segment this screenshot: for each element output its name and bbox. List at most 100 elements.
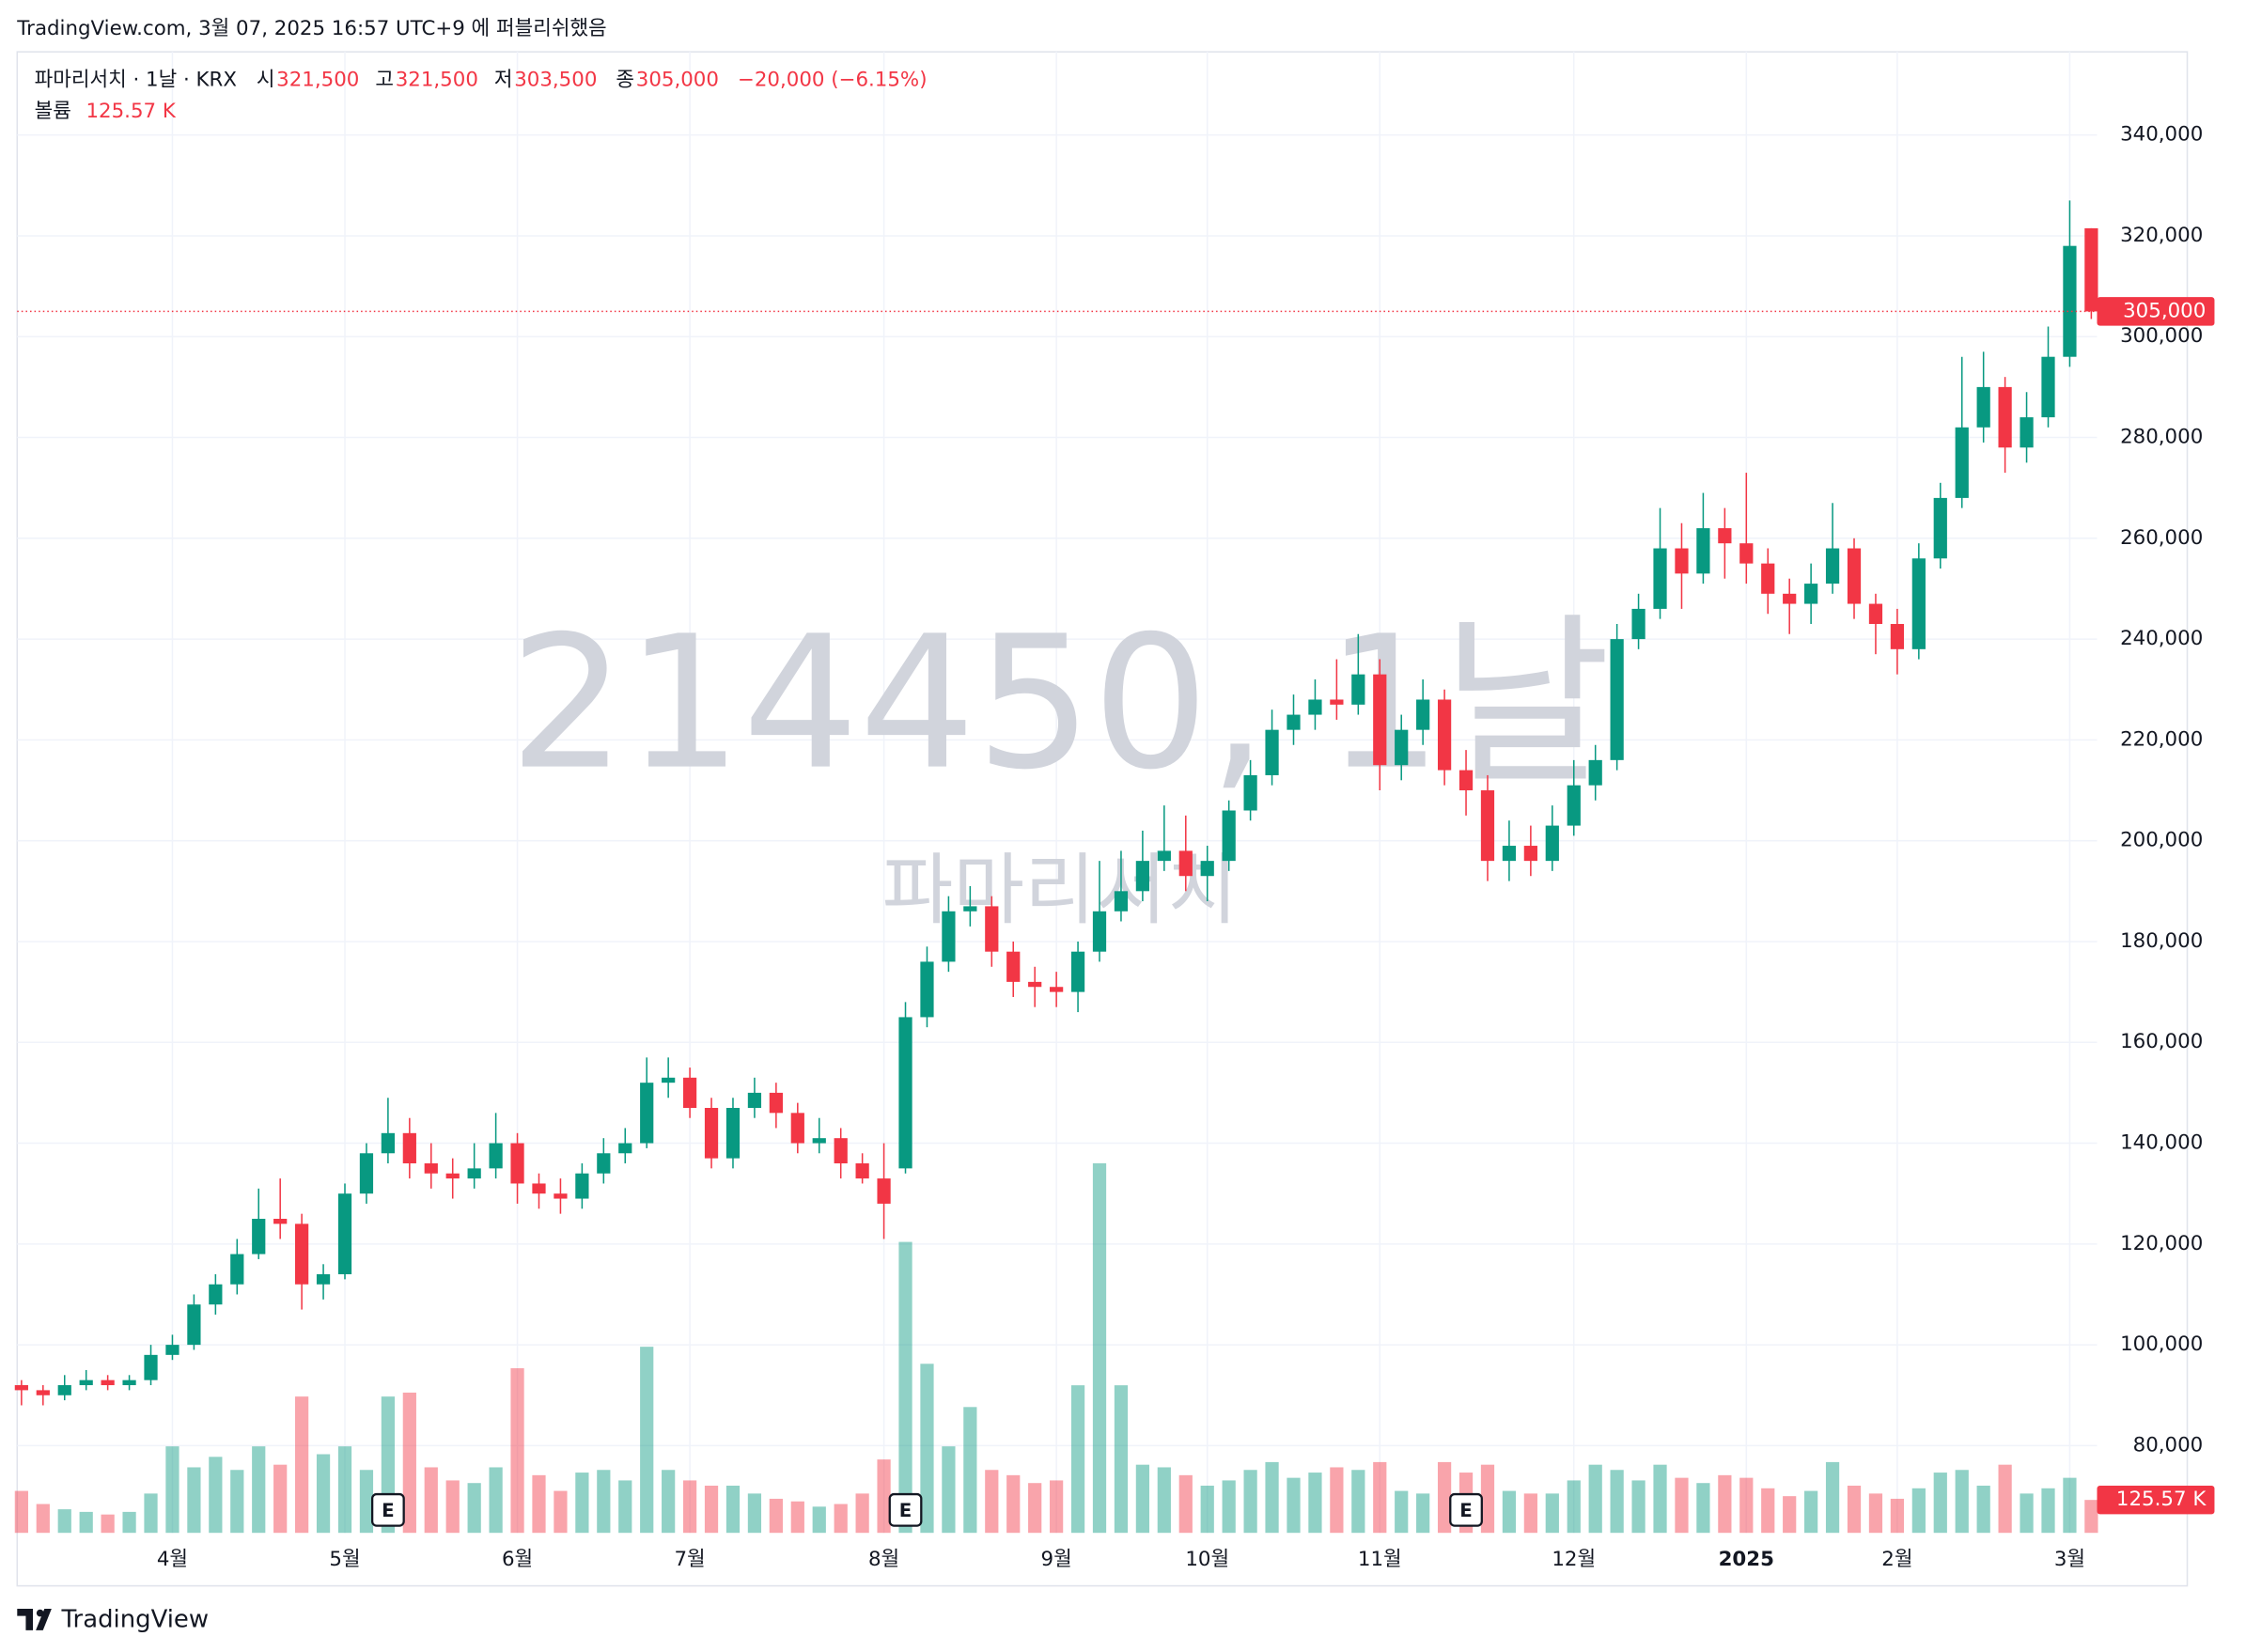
candle-body [640,1083,654,1144]
y-tick-label: 220,000 [2120,727,2203,751]
candle-layer [14,200,2098,1406]
volume-bar [790,1501,804,1534]
volume-bar [1114,1385,1129,1534]
candle-body [554,1193,568,1199]
candle-body [2041,356,2055,418]
candle-body [1998,386,2012,448]
volume-bar [1890,1498,1905,1534]
axis-layer: 80,000 100,000 120,000 140,000 160,000 180,00… [17,123,2215,1571]
candle-body [1675,548,1689,574]
candle-body [1545,825,1559,862]
candle-body [1330,699,1344,705]
volume-badge [2097,1485,2215,1515]
candle-body [1114,891,1129,912]
candle-body [963,906,977,912]
volume-bar [985,1470,999,1534]
x-tick-label: 4월 [157,1548,188,1571]
volume-bar [747,1493,762,1534]
volume-bar [963,1407,977,1534]
candle-body [402,1132,416,1163]
volume-bar [2063,1477,2077,1534]
volume-bar [1480,1464,1495,1534]
candle-body [834,1138,848,1163]
candle-body [1523,846,1537,862]
volume-bar [1976,1485,1990,1534]
candle-body [855,1162,869,1179]
candle-body [1825,548,1840,584]
ohlc-label: 저 [494,69,513,92]
candle-body [1868,603,1883,625]
candle-body [898,1017,912,1169]
volume-bar [1868,1493,1883,1534]
candle-body [1480,790,1495,862]
chart-frame [16,51,2189,1587]
candle-body [769,1092,783,1114]
volume-bar [1696,1483,1710,1534]
volume-bar [1178,1474,1193,1534]
volume-bar [1911,1488,1926,1534]
candle-body [1092,911,1107,952]
grid [17,52,2098,1534]
candle-body [1437,699,1452,771]
volume-bar [187,1467,201,1534]
y-tick-label: 100,000 [2120,1333,2203,1356]
candle-body [725,1107,741,1159]
volume-bar [1028,1483,1042,1534]
candle-body [1050,987,1064,992]
earnings-marker [1449,1492,1483,1527]
volume-bar [704,1485,719,1534]
volume-bar [1653,1464,1667,1534]
x-tick-label: 2월 [1881,1548,1912,1571]
volume-bar [316,1454,331,1534]
candle-body [1458,770,1474,791]
candle-body [1157,850,1171,862]
candle-body [1395,729,1409,766]
footer-brand: TradingView [61,1606,210,1634]
x-tick-label: 10월 [1185,1548,1229,1571]
volume-bar [1287,1477,1301,1534]
volume-bar [662,1470,676,1534]
y-tick-label: 80,000 [2133,1433,2204,1457]
candle-body [1653,548,1667,609]
volume-bar [532,1474,546,1534]
volume-bar [855,1493,869,1534]
volume-bar [144,1493,158,1534]
volume-bar [1675,1477,1689,1534]
volume-bar [1998,1464,2012,1534]
y-tick-label: 160,000 [2120,1030,2203,1053]
candle-body [1265,729,1279,775]
candle-body [1351,674,1365,705]
volume-bar [1825,1461,1840,1534]
candle-body [1610,639,1624,760]
volume-bar [510,1368,524,1534]
ohlc-value: 303,500 [514,69,597,92]
candle-body [532,1183,546,1194]
candle-body [1933,497,1947,559]
volume-bar [1718,1474,1732,1534]
volume-bar [575,1473,589,1534]
volume-bar [489,1467,503,1534]
ohlc-value: 321,500 [396,69,478,92]
volume-bar [1395,1490,1409,1534]
volume-bar [920,1364,934,1534]
volume-bar [1739,1477,1754,1534]
candle-body [1502,846,1517,862]
volume-bar [2084,1500,2098,1534]
volume-bar [942,1446,956,1534]
candle-body [920,961,934,1018]
volume-bar [36,1504,50,1534]
symbol: 파마리서치 · 1날 · KRX [35,69,237,92]
candle-body [1783,593,1797,604]
candle-body [424,1162,438,1174]
volume-bar [877,1459,891,1534]
candle-body [662,1077,676,1083]
published-note: TradingView.com, 3월 07, 2025 16:57 UTC+9… [16,17,606,40]
volume-bar [834,1504,848,1534]
earnings-label: E [1459,1500,1473,1521]
volume-bar [1955,1470,1969,1534]
candle-body [942,911,956,962]
y-tick-label: 320,000 [2120,224,2203,247]
volume-bar [295,1396,309,1534]
volume-bar [769,1498,783,1534]
candle-body [1243,774,1257,811]
